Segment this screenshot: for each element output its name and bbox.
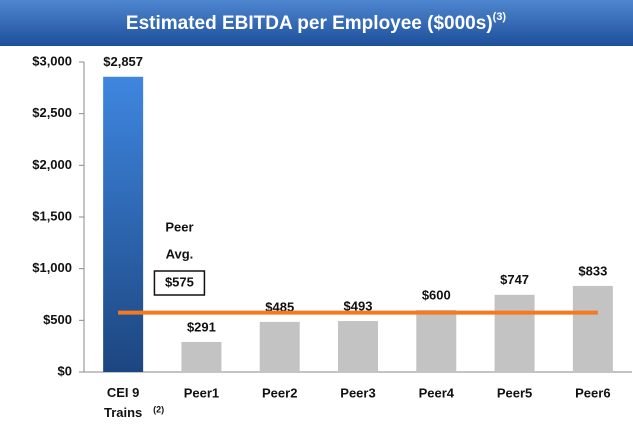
- average-box: [153, 270, 206, 296]
- x-tick-label: Peer5: [497, 385, 532, 400]
- average-label: $575: [165, 274, 194, 289]
- value-label: $747: [500, 272, 529, 287]
- x-tick-label: Peer4: [419, 385, 455, 400]
- average-caption: Peer: [165, 219, 193, 234]
- y-tick-label: $2,500: [32, 105, 72, 120]
- category-note: (2): [153, 404, 164, 414]
- value-label: $2,857: [103, 54, 143, 69]
- x-tick-label: Peer1: [184, 385, 219, 400]
- y-tick-label: $500: [43, 312, 72, 327]
- bar: [338, 321, 378, 372]
- y-tick-label: $0: [58, 363, 72, 378]
- title-banner: [0, 0, 633, 46]
- value-label: $600: [422, 287, 451, 302]
- y-tick-label: $1,500: [32, 208, 72, 223]
- title-text: Estimated EBITDA per Employee ($000s): [126, 13, 493, 34]
- title-note: (3): [493, 11, 507, 23]
- x-tick-label: Peer6: [575, 385, 610, 400]
- y-tick-label: $1,000: [32, 260, 72, 275]
- bar: [416, 310, 457, 372]
- bar: [181, 341, 222, 372]
- average-caption: Avg.: [166, 246, 194, 261]
- y-tick-label: $2,000: [32, 157, 72, 172]
- x-tick-label: Peer2: [262, 385, 297, 400]
- value-label: $485: [265, 299, 294, 314]
- x-tick-line: CEI 9: [107, 385, 140, 400]
- value-label: $291: [187, 319, 216, 334]
- x-tick-label: CEI 9 Trains: [104, 385, 142, 420]
- y-tick-label: $3,000: [32, 53, 72, 68]
- value-label: $493: [344, 298, 373, 313]
- value-label: $833: [578, 263, 607, 278]
- bar: [494, 294, 535, 372]
- bar: [572, 285, 613, 372]
- chart-title: Estimated EBITDA per Employee ($000s)(3): [126, 11, 507, 34]
- bar: [259, 321, 300, 372]
- bar: [103, 76, 144, 372]
- x-tick-line: Trains: [104, 405, 142, 420]
- x-tick-label: Peer3: [340, 385, 375, 400]
